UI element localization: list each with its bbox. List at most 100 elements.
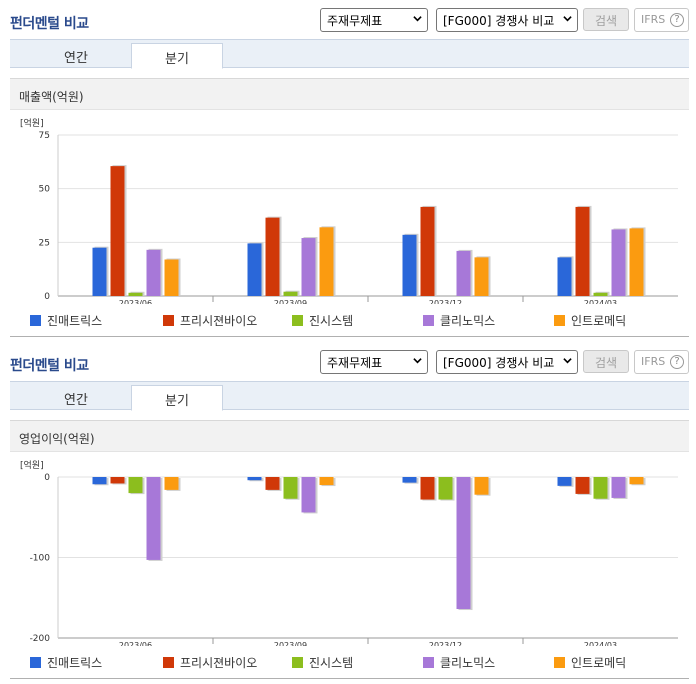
legend-swatch [292,657,303,668]
legend-item[interactable]: 프리시젼바이오 [163,312,257,329]
divider [10,678,689,679]
legend-item[interactable]: 진매트릭스 [30,654,102,671]
period-tabs: 연간 분기 [10,39,689,69]
bar [456,250,471,296]
help-icon[interactable]: ? [670,355,684,369]
bar [92,247,107,296]
legend-item[interactable]: 인트로메딕 [554,312,626,329]
bar [301,477,316,513]
bar [164,477,179,490]
legend-item[interactable]: 클리노믹스 [423,312,495,329]
bar [265,217,280,296]
bar [283,291,298,296]
bar [128,477,143,494]
legend-item[interactable]: 진매트릭스 [30,312,102,329]
bar [301,238,316,296]
operating-income-chart: [억원] -200 -100 0 2023/06 2023/09 2023/12 2024/0… [20,459,678,646]
legend-label: 진매트릭스 [47,656,103,670]
x-tick-label: 2023/09 [274,641,307,646]
bar [92,477,107,485]
divider [10,336,689,337]
bar [557,257,572,296]
help-icon[interactable]: ? [670,13,684,27]
bar [593,477,608,499]
chart-legend: 진매트릭스 프리시젼바이오 진시스템 클리노믹스 인트로메딕 [30,312,690,328]
tab-annual[interactable]: 연간 [64,393,88,408]
chevron-down-icon [413,16,422,22]
x-tick-label: 2024/03 [584,641,617,646]
panel-header: 펀더멘털 비교 주재무제표 [FG000] 경쟁사 비교 검색 IFRS ? [0,0,696,38]
ifrs-label: IFRS [641,13,666,26]
bar [420,477,435,500]
bar [402,234,417,296]
y-unit-label: [억원] [20,459,44,471]
bar [557,477,572,486]
legend-swatch [30,315,41,326]
y-tick-label: -200 [30,634,51,644]
bar [247,243,262,296]
bar [456,477,471,610]
panel-title: 펀더멘털 비교 [10,358,89,374]
y-unit-label: [억원] [20,117,44,129]
x-tick-label: 2024/03 [584,299,617,304]
legend-swatch [423,315,434,326]
legend-item[interactable]: 프리시젼바이오 [163,654,257,671]
legend-swatch [163,315,174,326]
ifrs-button[interactable]: IFRS ? [634,350,689,374]
legend-item[interactable]: 클리노믹스 [423,654,495,671]
revenue-chart: [억원] 0 25 50 75 2023/06 2023/09 2023/12 2024/03 [20,117,678,304]
bar [283,477,298,499]
legend-swatch [30,657,41,668]
bar [247,477,262,481]
bar [575,206,590,296]
legend-label: 인트로메딕 [571,656,627,670]
bar [575,477,590,494]
x-tick-label: 2023/12 [429,299,462,304]
metric-header: 영업이익(억원) [10,420,689,452]
statement-select[interactable]: 주재무제표 [320,8,428,32]
bar [265,477,280,490]
legend-item[interactable]: 진시스템 [292,312,353,329]
x-tick-label: 2023/09 [274,299,307,304]
search-button[interactable]: 검색 [583,350,629,373]
comparison-select[interactable]: [FG000] 경쟁사 비교 [436,350,578,374]
chevron-down-icon [563,16,572,22]
statement-select-value: 주재무제표 [327,14,383,28]
bar [110,166,125,296]
legend-swatch [163,657,174,668]
y-tick-label: 50 [39,185,51,195]
bar [128,292,143,296]
legend-label: 프리시젼바이오 [180,314,258,328]
legend-label: 인트로메딕 [571,314,627,328]
comparison-select-value: [FG000] 경쟁사 비교 [443,356,555,370]
bar [611,229,626,296]
tab-quarterly[interactable]: 분기 [131,385,223,411]
y-tick-label: 25 [39,238,50,248]
ifrs-button[interactable]: IFRS ? [634,8,689,32]
chevron-down-icon [413,358,422,364]
search-button[interactable]: 검색 [583,8,629,31]
x-tick-label: 2023/06 [119,299,152,304]
y-tick-label: 0 [44,292,50,302]
legend-item[interactable]: 인트로메딕 [554,654,626,671]
statement-select-value: 주재무제표 [327,356,383,370]
legend-label: 진매트릭스 [47,314,103,328]
chart-legend: 진매트릭스 프리시젼바이오 진시스템 클리노믹스 인트로메딕 [30,654,690,670]
legend-label: 클리노믹스 [440,656,496,670]
bar [319,477,334,486]
ifrs-label: IFRS [641,355,666,368]
bar [593,292,608,296]
chevron-down-icon [563,358,572,364]
bar [319,227,334,296]
x-tick-label: 2023/06 [119,641,152,646]
panel-header: 펀더멘털 비교 주재무제표 [FG000] 경쟁사 비교 검색 IFRS ? [0,342,696,380]
panel-title: 펀더멘털 비교 [10,16,89,32]
tab-annual[interactable]: 연간 [64,51,88,66]
x-tick-label: 2023/12 [429,641,462,646]
statement-select[interactable]: 주재무제표 [320,350,428,374]
legend-item[interactable]: 진시스템 [292,654,353,671]
bar [474,477,489,495]
comparison-select[interactable]: [FG000] 경쟁사 비교 [436,8,578,32]
bar [438,477,453,500]
tab-quarterly[interactable]: 분기 [131,43,223,69]
